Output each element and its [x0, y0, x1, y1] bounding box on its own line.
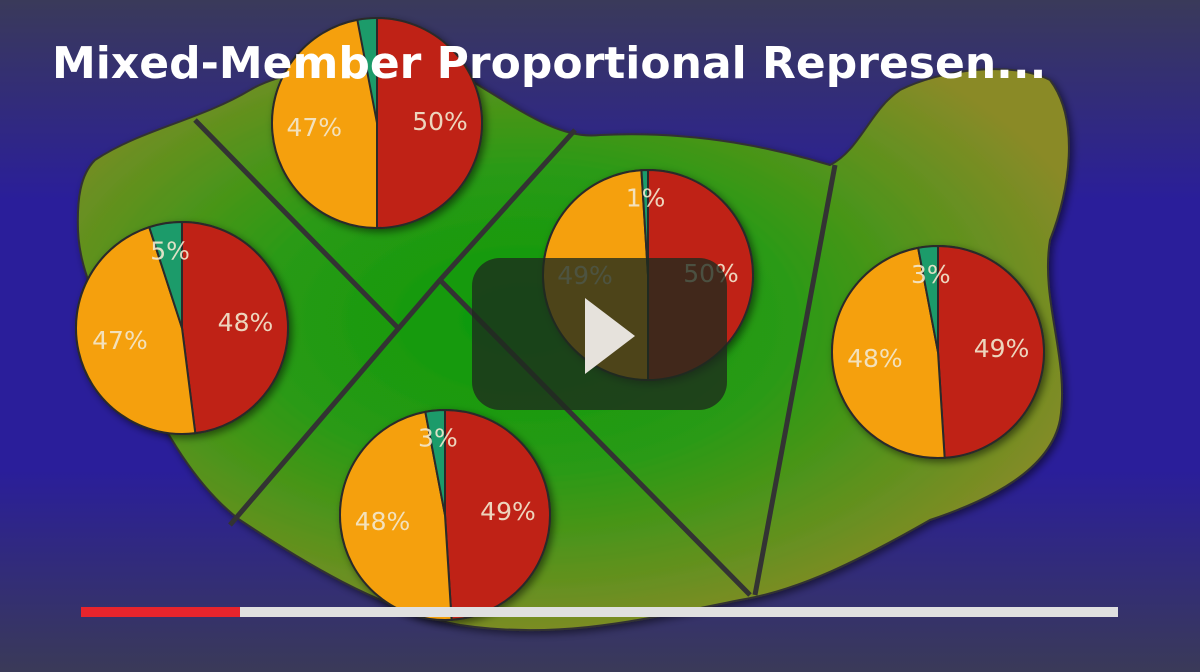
- video-title: Mixed-Member Proportional Represen...: [52, 38, 1046, 89]
- progress-bar[interactable]: [81, 607, 1118, 617]
- pie-label: 49%: [480, 497, 536, 526]
- pie-label: 49%: [974, 334, 1030, 363]
- pie-slice: [916, 244, 939, 353]
- progress-track[interactable]: [81, 607, 1118, 617]
- pie-label: 48%: [218, 308, 274, 337]
- pie-slice: [640, 168, 649, 276]
- pie-label: 50%: [412, 107, 468, 136]
- pie-label: 3%: [911, 260, 951, 289]
- pie-slice: [271, 18, 378, 230]
- pie-slice: [424, 408, 446, 516]
- play-icon[interactable]: [585, 298, 635, 374]
- pie-slice: [937, 244, 1045, 459]
- pie: [271, 16, 483, 230]
- pie-label: 47%: [286, 113, 342, 142]
- pie-slice: [181, 220, 289, 435]
- pie-label: 3%: [418, 424, 458, 453]
- pie-slice: [376, 16, 483, 230]
- progress-played[interactable]: [81, 607, 240, 617]
- pie-slice: [147, 220, 183, 329]
- pie: [75, 220, 289, 435]
- pie-label: 48%: [847, 344, 903, 373]
- pie-label: 47%: [92, 326, 148, 355]
- pie: [831, 244, 1045, 459]
- pie-label: 48%: [355, 507, 411, 536]
- pie: [339, 408, 551, 621]
- pie-label: 1%: [626, 183, 666, 212]
- pie-label: 5%: [150, 237, 190, 266]
- pie-slice: [831, 246, 946, 459]
- play-button[interactable]: [472, 258, 727, 410]
